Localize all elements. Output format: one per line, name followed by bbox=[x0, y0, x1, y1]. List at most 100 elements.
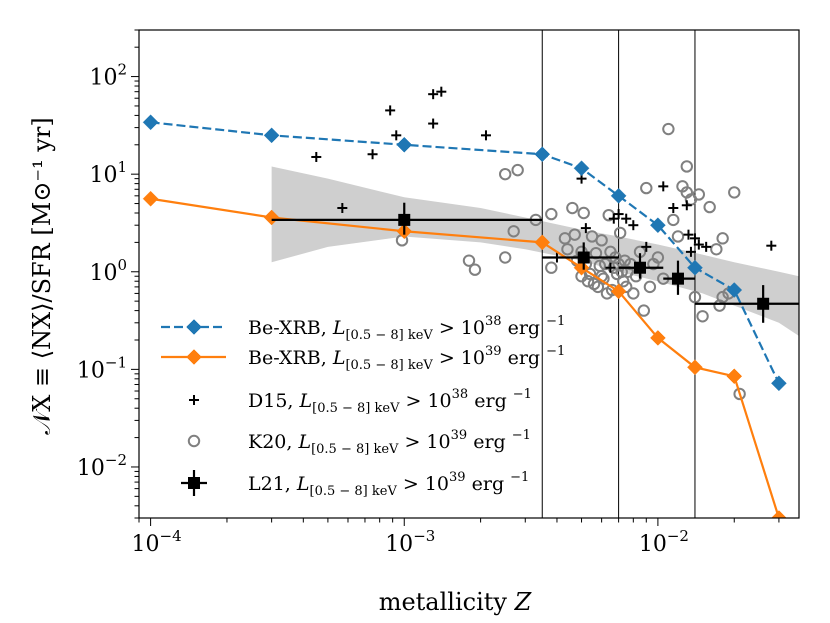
legend-rel: > 10 bbox=[398, 431, 450, 453]
x-tick-label-base: 10 bbox=[385, 532, 413, 557]
legend-name: D15, bbox=[248, 390, 300, 412]
legend-sub: [0.5 − 8] keV bbox=[312, 401, 400, 416]
k20-point bbox=[613, 226, 627, 240]
legend-L: L bbox=[299, 390, 313, 412]
k20-point bbox=[710, 243, 723, 256]
legend-L: L bbox=[296, 473, 310, 495]
be-xrb-39-point bbox=[534, 234, 551, 251]
legend-circle bbox=[187, 434, 201, 448]
k20-point bbox=[468, 263, 482, 276]
l21-marker bbox=[671, 272, 684, 285]
legend-unit: erg bbox=[466, 473, 511, 495]
legend: Be-XRB, L[0.5 − 8] keV > 1038 erg −1Be-X… bbox=[161, 314, 565, 499]
d15-point bbox=[641, 241, 652, 252]
d15-point bbox=[428, 89, 439, 100]
k20-point bbox=[507, 225, 520, 238]
legend-exp: 38 bbox=[452, 387, 469, 402]
k20-point bbox=[671, 230, 685, 243]
y-tick-label-exp: 0 bbox=[117, 256, 127, 274]
k20-point bbox=[640, 181, 653, 195]
be-xrb-38-point bbox=[771, 375, 787, 392]
legend-name: Be-XRB, bbox=[248, 317, 333, 339]
k20-point bbox=[545, 261, 558, 274]
legend-unit: erg bbox=[502, 347, 547, 369]
legend-item-d15: D15, L[0.5 − 8] keV > 1038 erg −1 bbox=[189, 387, 532, 416]
l21-point bbox=[663, 260, 695, 295]
x-tick-label-base: 10 bbox=[639, 532, 667, 557]
d15-point bbox=[337, 203, 348, 214]
y-tick-label: 10−1 bbox=[77, 353, 127, 383]
legend-rel: > 10 bbox=[433, 317, 485, 339]
y-axis-title: 𝒩X ≡ ⟨NX⟩/SFR [M⊙⁻¹ yr] bbox=[28, 117, 56, 435]
k20-point bbox=[667, 213, 680, 227]
be-xrb-38-line bbox=[150, 121, 780, 384]
k20-point bbox=[662, 122, 675, 136]
k20-point bbox=[696, 310, 709, 323]
l21-points bbox=[271, 202, 799, 323]
d15-point bbox=[681, 200, 692, 211]
d15-point bbox=[658, 181, 669, 192]
x-tick-label-exp: −3 bbox=[413, 527, 435, 545]
y-tick-label-base: 10 bbox=[89, 66, 117, 91]
k20-point bbox=[716, 232, 729, 245]
d15-point bbox=[605, 262, 616, 273]
legend-item-bexrb39: Be-XRB, L[0.5 − 8] keV > 1039 erg −1 bbox=[161, 344, 565, 373]
l21-point bbox=[694, 285, 799, 323]
legend-exp: 39 bbox=[449, 470, 466, 485]
legend-rel: > 10 bbox=[399, 390, 451, 412]
legend-sub: [0.5 − 8] keV bbox=[311, 442, 399, 457]
d15-point bbox=[668, 203, 679, 214]
k20-point bbox=[591, 280, 605, 294]
x-tick-label: 10−4 bbox=[132, 527, 182, 557]
k20-point bbox=[561, 243, 574, 256]
y-tick-label-exp: −1 bbox=[105, 353, 127, 371]
k20-point bbox=[688, 290, 702, 304]
y-tick-label: 101 bbox=[89, 158, 127, 188]
legend-square bbox=[188, 477, 200, 489]
y-tick-label-base: 10 bbox=[77, 456, 105, 481]
legend-label: D15, L[0.5 − 8] keV > 1038 erg −1 bbox=[248, 387, 532, 416]
legend-name: L21, bbox=[248, 473, 297, 495]
k20-point bbox=[612, 257, 625, 271]
legend-unit: erg bbox=[467, 431, 512, 453]
legend-diamond bbox=[186, 319, 202, 335]
be-xrb-38-point bbox=[534, 146, 551, 163]
y-tick-label-base: 10 bbox=[89, 163, 117, 188]
be-xrb-39-point bbox=[263, 209, 280, 226]
k20-point bbox=[581, 275, 595, 288]
be-xrb-39-point bbox=[573, 259, 590, 276]
d15-point bbox=[480, 130, 491, 141]
y-tick-label-base: 10 bbox=[89, 261, 117, 286]
d15-point bbox=[428, 118, 439, 129]
d15-point bbox=[628, 220, 639, 231]
x-tick-label: 10−2 bbox=[639, 527, 689, 557]
y-tick-label-base: 10 bbox=[77, 358, 105, 383]
x-axis-title: metallicity Z bbox=[379, 588, 533, 616]
be-xrb-39-point bbox=[771, 510, 787, 518]
l21-marker bbox=[633, 261, 646, 274]
d15-point bbox=[311, 151, 322, 162]
y-tick-label: 10−2 bbox=[77, 451, 127, 481]
k20-point bbox=[728, 186, 741, 199]
y-tick-label-exp: 1 bbox=[117, 158, 127, 176]
legend-rel: > 10 bbox=[397, 473, 449, 495]
d15-point bbox=[385, 105, 396, 116]
legend-name: K20, bbox=[248, 431, 298, 453]
k20-point bbox=[733, 387, 746, 401]
k20-point bbox=[566, 201, 579, 215]
d15-point bbox=[689, 233, 700, 244]
d15-point bbox=[621, 213, 632, 224]
be-xrb-39-line bbox=[150, 197, 780, 518]
k20-point bbox=[692, 188, 706, 201]
be-xrb-39-point bbox=[726, 368, 743, 385]
l21-marker bbox=[398, 213, 411, 226]
legend-item-k20: K20, L[0.5 − 8] keV > 1039 erg −1 bbox=[187, 428, 531, 457]
be-xrb-38-point bbox=[396, 136, 413, 153]
legend-label: Be-XRB, L[0.5 − 8] keV > 1039 erg −1 bbox=[248, 344, 565, 373]
y-tick-label: 102 bbox=[89, 61, 127, 91]
k20-point bbox=[498, 167, 512, 181]
legend-rel: > 10 bbox=[433, 347, 485, 369]
l21-point bbox=[542, 242, 619, 270]
